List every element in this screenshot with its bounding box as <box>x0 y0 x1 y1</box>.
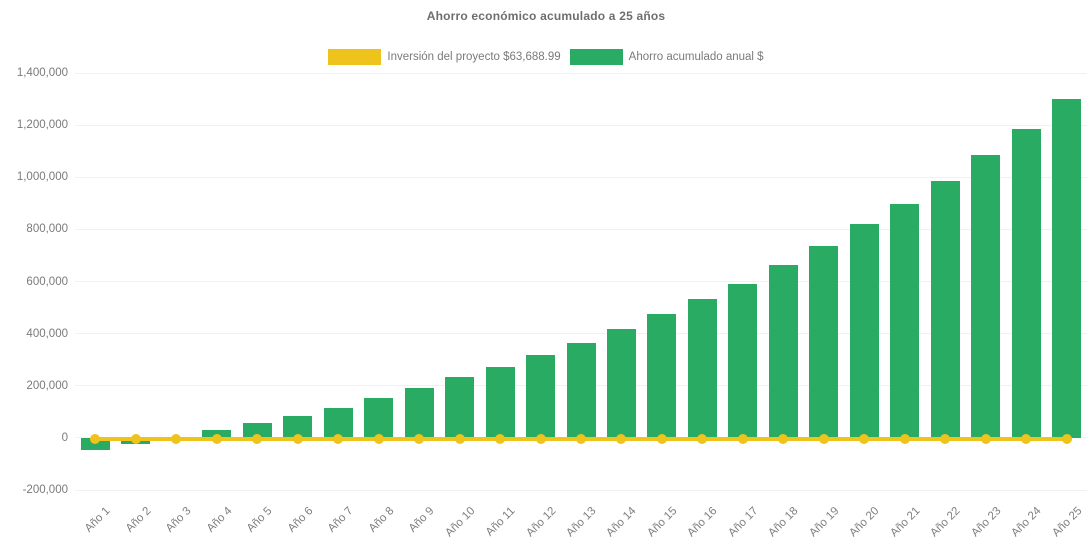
investment-marker-ano-17 <box>737 433 748 444</box>
investment-marker-ano-8 <box>373 433 384 444</box>
bar-ano-17 <box>728 284 758 438</box>
y-axis-label: 1,000,000 <box>16 171 68 184</box>
legend-item-savings: Ahorro acumulado anual $ <box>569 49 764 65</box>
legend-item-investment: Inversión del proyecto $63,688.99 <box>328 49 561 65</box>
investment-marker-ano-22 <box>940 433 951 444</box>
investment-marker-ano-23 <box>980 433 991 444</box>
bar-ano-24 <box>1011 128 1041 438</box>
investment-marker-ano-16 <box>697 433 708 444</box>
bar-ano-21 <box>890 203 920 438</box>
x-axis-label-1: Año 1 <box>82 505 113 535</box>
investment-marker-ano-21 <box>899 433 910 444</box>
bar-ano-12 <box>526 354 556 438</box>
investment-marker-ano-18 <box>778 433 789 444</box>
legend: Inversión del proyecto $63,688.99 Ahorro… <box>0 49 1092 65</box>
y-axis-label: -200,000 <box>22 484 68 496</box>
bar-ano-18 <box>768 264 798 438</box>
gridline-1,200,000 <box>75 124 1087 126</box>
investment-marker-ano-7 <box>333 433 344 444</box>
bar-ano-15 <box>647 314 677 438</box>
y-axis-label: 1,200,000 <box>16 119 68 132</box>
gridline--200,000 <box>75 489 1087 491</box>
gridline-1,400,000 <box>75 72 1087 74</box>
investment-marker-ano-15 <box>656 433 667 444</box>
y-axis-label: 800,000 <box>26 223 68 236</box>
legend-swatch-savings <box>569 49 623 65</box>
y-axis-label: 0 <box>61 431 68 444</box>
bar-ano-9 <box>404 388 434 438</box>
bar-ano-16 <box>687 298 717 438</box>
investment-marker-ano-6 <box>292 433 303 444</box>
investment-marker-ano-14 <box>616 433 627 444</box>
investment-marker-ano-25 <box>1061 433 1072 444</box>
bar-ano-19 <box>809 246 839 438</box>
investment-marker-ano-12 <box>535 433 546 444</box>
investment-marker-ano-19 <box>818 433 829 444</box>
legend-swatch-investment <box>328 49 382 65</box>
bar-ano-11 <box>485 367 515 438</box>
investment-marker-ano-10 <box>454 433 465 444</box>
bar-ano-20 <box>849 224 879 438</box>
gridline-800,000 <box>75 228 1087 230</box>
bar-ano-6 <box>283 415 313 438</box>
bar-ano-1 <box>80 437 110 451</box>
investment-marker-ano-20 <box>859 433 870 444</box>
investment-marker-ano-13 <box>576 433 586 444</box>
y-axis-label: 1,400,000 <box>16 67 68 79</box>
gridline-400,000 <box>75 333 1087 335</box>
bar-ano-10 <box>445 377 475 438</box>
y-axis-label: 400,000 <box>26 327 68 340</box>
bar-ano-22 <box>930 180 960 438</box>
investment-marker-ano-5 <box>252 433 263 444</box>
bar-ano-7 <box>323 407 353 438</box>
legend-label-investment: Inversión del proyecto $63,688.99 <box>387 51 561 63</box>
chart-title: Ahorro económico acumulado a 25 años <box>426 9 666 23</box>
investment-marker-ano-3 <box>171 433 182 444</box>
investment-marker-ano-4 <box>211 433 222 444</box>
investment-marker-ano-11 <box>495 433 506 444</box>
bar-ano-14 <box>606 328 636 438</box>
bar-ano-13 <box>566 343 596 438</box>
legend-label-savings: Ahorro acumulado anual $ <box>628 51 764 63</box>
investment-marker-ano-2 <box>130 433 141 444</box>
bar-ano-23 <box>971 155 1001 438</box>
bar-ano-5 <box>242 423 272 438</box>
investment-marker-ano-9 <box>414 433 425 444</box>
gridline-600,000 <box>75 281 1087 282</box>
bar-ano-8 <box>364 398 394 438</box>
y-axis-label: 600,000 <box>26 275 68 288</box>
investment-marker-ano-1 <box>90 433 101 444</box>
investment-marker-ano-24 <box>1021 433 1032 444</box>
bar-ano-25 <box>1052 99 1082 438</box>
gridline-1,000,000 <box>75 176 1087 178</box>
y-axis-label: 200,000 <box>26 379 68 392</box>
